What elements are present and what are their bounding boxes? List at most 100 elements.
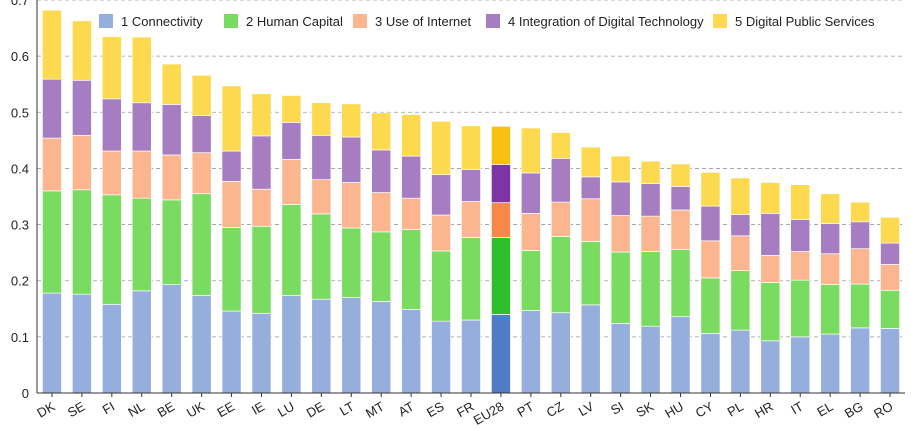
- x-tick-label: SI: [608, 399, 626, 418]
- bar-segment: [431, 320, 451, 394]
- bar-segment: [42, 78, 62, 139]
- bar-segment: [640, 183, 661, 217]
- bar-segment: [550, 312, 571, 394]
- bar-segment: [610, 181, 631, 216]
- bar-segment: [371, 192, 392, 233]
- x-tick-label: AT: [396, 399, 417, 420]
- bar-segment: [42, 292, 62, 394]
- bar-segment: [131, 150, 152, 199]
- x-tick-label: PL: [725, 399, 746, 420]
- bar-segment: [670, 209, 691, 250]
- bar-segment: [371, 112, 392, 151]
- x-tick-label: LU: [275, 399, 297, 420]
- bar-segment: [461, 237, 481, 321]
- x-tick-label: CZ: [544, 399, 567, 421]
- x-tick-label: EE: [215, 398, 238, 420]
- bar-segment: [580, 198, 601, 242]
- x-tick-label: SK: [634, 398, 657, 420]
- bar-segment: [161, 199, 182, 285]
- bar-segment: [101, 303, 122, 394]
- y-axis: 0 0.1 0.2 0.3 0.4 0.5 0.6 0.7: [11, 0, 38, 401]
- bar-segment: [221, 180, 242, 228]
- bar-segment: [850, 201, 871, 223]
- bar-segment: [461, 169, 481, 202]
- bar-segment: [131, 102, 152, 152]
- bar-segment: [520, 250, 541, 311]
- bar-segment: [550, 201, 571, 237]
- bar-segment: [550, 157, 571, 203]
- legend-swatch: [99, 14, 113, 28]
- bar-segment: [161, 63, 182, 105]
- y-tick-label: 0.1: [11, 330, 29, 345]
- x-tick-label: EU28: [471, 399, 507, 428]
- bar-segment: [431, 174, 451, 216]
- bar-segment: [760, 282, 781, 342]
- bar-segment: [461, 319, 481, 394]
- bar-segment: [550, 132, 571, 159]
- x-tick-label: ES: [424, 398, 447, 420]
- x-tick-label: NL: [125, 399, 147, 420]
- bar-segment: [760, 255, 781, 283]
- bar-segment: [580, 146, 601, 178]
- bar-segment: [730, 177, 751, 215]
- bar-segment: [251, 225, 272, 314]
- x-tick-label: CY: [693, 398, 716, 420]
- bar-segment: [251, 188, 272, 227]
- bar-segment: [101, 36, 122, 100]
- bar-segment: [311, 134, 332, 181]
- bar-segment: [281, 95, 302, 123]
- bar-segment: [760, 340, 781, 394]
- bar-segment: [880, 242, 900, 265]
- x-tick-label: UK: [184, 398, 207, 420]
- bar-segment: [161, 154, 182, 201]
- bar-segment: [191, 74, 212, 117]
- bar-segment: [401, 229, 422, 310]
- bar-segment: [700, 333, 721, 394]
- bar-segment: [700, 240, 721, 279]
- bar-segment: [640, 215, 661, 252]
- bar-segment: [491, 164, 511, 204]
- bar-segment: [730, 270, 751, 331]
- bar-segment: [221, 150, 242, 182]
- x-tick-label: IE: [249, 398, 267, 417]
- bar-segment: [371, 149, 392, 193]
- bar-segment: [820, 284, 841, 335]
- bar-segment: [491, 314, 511, 394]
- bar-segment: [790, 219, 811, 252]
- x-tick-label: FI: [100, 399, 118, 418]
- legend-swatch: [713, 14, 727, 28]
- bar-segment: [790, 336, 811, 394]
- legend-label: 5 Digital Public Services: [735, 14, 875, 29]
- x-tick-label: SE: [65, 398, 88, 420]
- bar-segment: [670, 163, 691, 187]
- bar-segment: [640, 325, 661, 394]
- bar-segment: [700, 172, 721, 207]
- legend-swatch: [224, 14, 238, 28]
- x-tick-label: MT: [363, 399, 387, 421]
- bar-segment: [790, 251, 811, 281]
- legend-swatch: [353, 14, 367, 28]
- bar-segment: [820, 253, 841, 285]
- legend-swatch: [486, 14, 500, 28]
- bar-segment: [251, 312, 272, 394]
- bar-segment: [281, 159, 302, 205]
- bar-segment: [191, 152, 212, 195]
- bar-segment: [491, 202, 511, 238]
- bar-segment: [42, 9, 62, 80]
- bar-segment: [42, 137, 62, 192]
- bar-segment: [281, 122, 302, 160]
- x-tick-label: DK: [34, 398, 57, 420]
- bar-segment: [820, 333, 841, 394]
- bar-segment: [281, 294, 302, 394]
- bar-segment: [42, 190, 62, 294]
- bar-segment: [371, 301, 392, 394]
- bar-segment: [820, 193, 841, 224]
- bar-segment: [311, 102, 332, 136]
- bar-segment: [431, 120, 451, 175]
- bar-segment: [431, 250, 451, 322]
- bar-segment: [880, 289, 900, 329]
- bar-segment: [730, 235, 751, 271]
- bar-segment: [520, 172, 541, 214]
- x-tick-label: IT: [788, 399, 806, 418]
- bar-segment: [401, 197, 422, 230]
